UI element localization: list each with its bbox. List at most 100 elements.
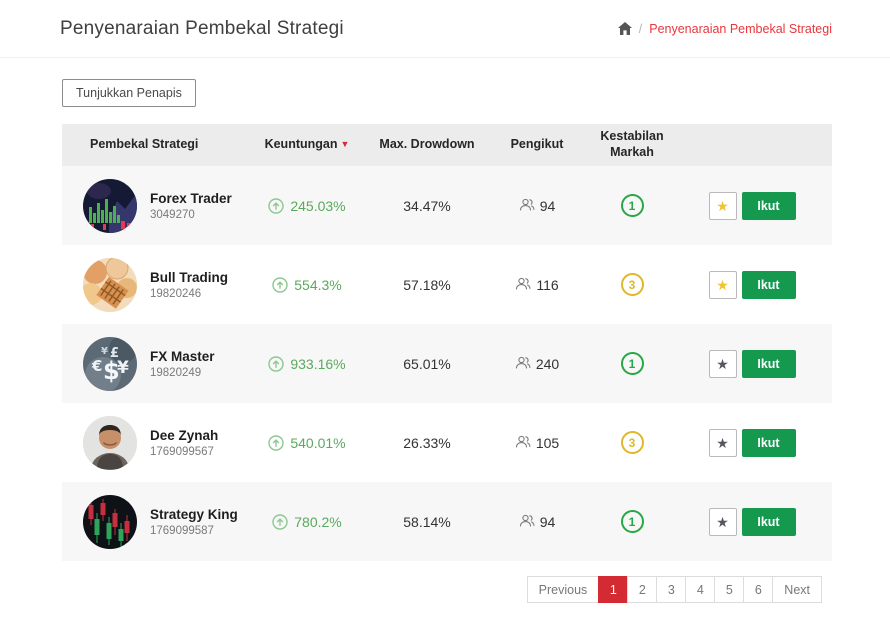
arrow-up-circle-icon <box>272 513 288 530</box>
profit-cell: 540.01% <box>242 435 372 451</box>
currency-symbols-avatar[interactable]: € $ ¥ £ ¥ <box>83 336 137 391</box>
provider-id: 19820246 <box>150 287 202 300</box>
page-button-4[interactable]: 4 <box>685 576 716 603</box>
arrow-up-circle-icon <box>272 276 288 293</box>
show-filters-button[interactable]: Tunjukkan Penapis <box>62 79 196 107</box>
coins-avatar[interactable] <box>83 257 137 312</box>
users-icon <box>519 513 535 531</box>
svg-text:£: £ <box>110 346 119 361</box>
table-row: Bull Trading 19820246 554.3% 57.18% 116 … <box>62 245 832 324</box>
stability-cell: 1 <box>592 510 672 533</box>
page-button-3[interactable]: 3 <box>656 576 687 603</box>
provider-name[interactable]: Forex Trader <box>150 190 232 206</box>
users-icon <box>515 355 531 373</box>
actions-cell: ★ Ikut <box>672 507 832 536</box>
breadcrumb: / Penyenaraian Pembekal Strategi <box>617 21 832 36</box>
profit-cell: 245.03% <box>242 198 372 214</box>
provider-info: Forex Trader 3049270 <box>150 191 232 221</box>
favorite-star-button[interactable]: ★ <box>708 349 737 378</box>
arrow-up-circle-icon <box>268 434 285 451</box>
followers-count: 105 <box>535 434 560 451</box>
users-icon <box>515 434 531 452</box>
provider-cell: Dee Zynah 1769099567 <box>62 415 242 470</box>
svg-text:$: $ <box>103 357 120 385</box>
actions-cell: ★ Ikut <box>672 349 832 378</box>
profit-value: 780.2% <box>294 513 342 530</box>
column-header-stability[interactable]: Kestabilan Markah <box>600 129 664 159</box>
arrow-up-circle-icon <box>268 355 285 372</box>
provider-cell: Strategy King 1769099587 <box>62 494 242 549</box>
page-button-1[interactable]: 1 <box>598 576 629 603</box>
breadcrumb-current[interactable]: Penyenaraian Pembekal Strategi <box>649 21 832 36</box>
provider-id: 19820249 <box>150 366 202 379</box>
previous-page-button[interactable]: Previous <box>526 576 600 603</box>
users-icon <box>515 276 531 294</box>
home-icon[interactable] <box>617 22 632 35</box>
page-title: Penyenaraian Pembekal Strategi <box>60 17 344 39</box>
star-icon: ★ <box>716 197 729 214</box>
green-bar-chart-avatar[interactable] <box>83 178 137 233</box>
provider-cell: € $ ¥ £ ¥ FX Master 19820249 <box>62 336 242 391</box>
profit-value: 554.3% <box>294 276 342 293</box>
provider-info: Dee Zynah 1769099567 <box>150 428 218 458</box>
stability-score-badge: 1 <box>620 194 644 217</box>
column-header-provider: Pembekal Strategi <box>90 137 199 152</box>
svg-text:€: € <box>91 357 102 375</box>
followers-cell: 105 <box>482 434 592 452</box>
candlestick-chart-avatar[interactable] <box>83 494 137 549</box>
provider-cell: Forex Trader 3049270 <box>62 178 242 233</box>
next-page-button[interactable]: Next <box>772 576 822 603</box>
drawdown-value: 58.14% <box>403 513 451 530</box>
profit-cell: 780.2% <box>242 514 372 530</box>
follow-button[interactable]: Ikut <box>741 507 796 536</box>
followers-count: 94 <box>539 197 556 214</box>
provider-id: 3049270 <box>150 208 195 221</box>
provider-info: Strategy King 1769099587 <box>150 507 238 537</box>
provider-name[interactable]: Bull Trading <box>150 269 229 285</box>
stability-cell: 3 <box>592 431 672 454</box>
followers-cell: 94 <box>482 197 592 215</box>
profit-value: 245.03% <box>290 197 346 214</box>
svg-text:¥: ¥ <box>101 346 108 357</box>
page-button-2[interactable]: 2 <box>627 576 658 603</box>
favorite-star-button[interactable]: ★ <box>708 270 737 299</box>
stability-score-badge: 3 <box>620 431 644 454</box>
provider-info: FX Master 19820249 <box>150 349 215 379</box>
follow-button[interactable]: Ikut <box>741 191 796 220</box>
stability-score-badge: 1 <box>620 510 644 533</box>
page-button-5[interactable]: 5 <box>714 576 745 603</box>
table-row: Strategy King 1769099587 780.2% 58.14% 9… <box>62 482 832 561</box>
man-photo-avatar[interactable] <box>83 415 137 470</box>
stability-score-badge: 1 <box>620 352 644 375</box>
provider-name[interactable]: FX Master <box>150 348 215 364</box>
drawdown-value: 57.18% <box>403 276 451 293</box>
arrow-up-circle-icon <box>268 197 285 214</box>
breadcrumb-separator: / <box>638 21 643 36</box>
provider-name[interactable]: Strategy King <box>150 506 238 522</box>
followers-count: 116 <box>536 276 559 293</box>
favorite-star-button[interactable]: ★ <box>708 507 737 536</box>
caret-down-icon: ▼ <box>340 139 350 150</box>
table-header: Pembekal Strategi Keuntungan ▼ Max. Drowd… <box>62 124 832 166</box>
table-row: Forex Trader 3049270 245.03% 34.47% 94 1… <box>62 166 832 245</box>
table-row: € $ ¥ £ ¥ FX Master 19820249 933.16% 65.01% … <box>62 324 832 403</box>
favorite-star-button[interactable]: ★ <box>708 428 737 457</box>
page-button-6[interactable]: 6 <box>743 576 774 603</box>
follow-button[interactable]: Ikut <box>741 270 796 299</box>
profit-cell: 933.16% <box>242 356 372 372</box>
followers-cell: 240 <box>482 355 592 373</box>
follow-button[interactable]: Ikut <box>741 428 796 457</box>
main-content: Tunjukkan Penapis Pembekal Strategi Keun… <box>0 58 890 603</box>
column-header-followers[interactable]: Pengikut <box>510 137 564 152</box>
favorite-star-button[interactable]: ★ <box>708 191 737 220</box>
provider-name[interactable]: Dee Zynah <box>150 427 219 443</box>
follow-button[interactable]: Ikut <box>741 349 796 378</box>
provider-id: 1769099587 <box>150 524 214 537</box>
star-icon: ★ <box>716 355 729 372</box>
followers-cell: 116 <box>482 276 592 294</box>
stability-cell: 1 <box>592 352 672 375</box>
star-icon: ★ <box>716 513 729 530</box>
column-header-profit[interactable]: Keuntungan ▼ <box>264 137 350 152</box>
column-header-drawdown[interactable]: Max. Drowdown <box>379 137 475 152</box>
profit-cell: 554.3% <box>242 277 372 293</box>
